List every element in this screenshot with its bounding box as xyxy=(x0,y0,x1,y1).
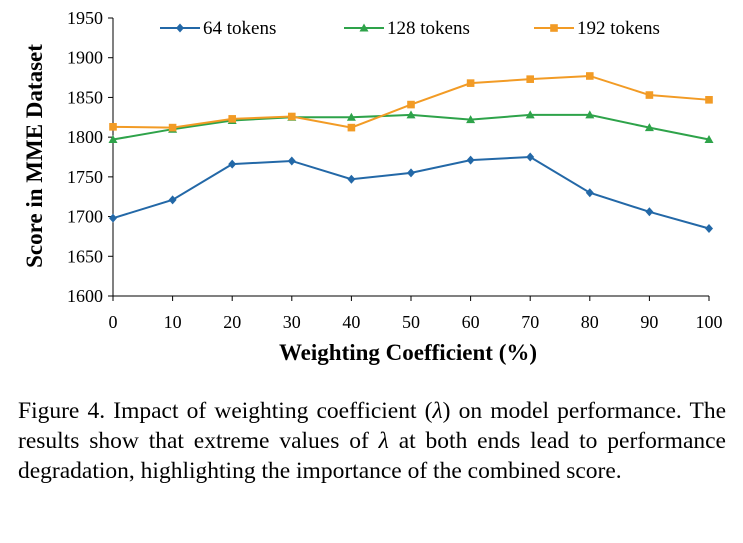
series-line-128-tokens xyxy=(112,113,710,141)
data-point-128-tokens xyxy=(346,112,356,121)
data-point-64-tokens xyxy=(287,156,296,166)
y-tick-label: 1600 xyxy=(67,286,103,306)
line-chart: 1600 1650 1700 1750 1800 1850 1900 1950 0 10 20 30… xyxy=(22,8,723,365)
caption-lambda-2: λ xyxy=(378,428,389,454)
series-192-tokens xyxy=(109,72,713,132)
y-tick-label: 1900 xyxy=(67,48,103,68)
legend-marker xyxy=(176,23,184,33)
x-tick-label: 80 xyxy=(581,312,599,332)
caption-lambda-1: λ xyxy=(432,398,443,424)
data-point-64-tokens xyxy=(526,152,535,162)
data-point-64-tokens xyxy=(705,223,713,233)
series-128-tokens xyxy=(108,110,714,144)
x-tick-label: 0 xyxy=(109,312,118,332)
series-layer xyxy=(108,72,714,233)
data-point-128-tokens xyxy=(108,135,118,144)
legend-label: 192 tokens xyxy=(577,18,660,39)
legend-marker xyxy=(550,24,558,32)
data-point-128-tokens xyxy=(525,110,535,119)
y-tick-label: 1700 xyxy=(67,207,103,227)
y-tick-label: 1800 xyxy=(67,127,103,147)
data-point-128-tokens xyxy=(704,135,714,144)
data-point-192-tokens xyxy=(526,75,534,83)
x-tick-label: 90 xyxy=(640,312,658,332)
caption-middle: ) on model performance. The results show… xyxy=(18,398,726,454)
data-point-64-tokens xyxy=(168,195,177,205)
legend-item-192-tokens: 192 tokens xyxy=(534,18,660,39)
data-point-64-tokens xyxy=(585,188,594,198)
data-point-64-tokens xyxy=(347,174,356,184)
x-tick-label: 60 xyxy=(462,312,480,332)
legend-item-128-tokens: 128 tokens xyxy=(344,18,470,39)
figure-caption: Figure 4. Impact of weighting coefficien… xyxy=(18,396,726,486)
y-tick-label: 1650 xyxy=(67,246,103,266)
series-line-64-tokens xyxy=(112,155,710,230)
data-point-192-tokens xyxy=(288,112,296,121)
legend-item-64-tokens: 64 tokens xyxy=(160,18,276,39)
data-point-128-tokens xyxy=(466,115,476,124)
x-tick-label: 40 xyxy=(342,312,360,332)
x-axis-ticks: 0 10 20 30 40 50 60 70 80 90 100 xyxy=(109,296,723,332)
data-point-192-tokens xyxy=(586,72,594,80)
data-point-192-tokens xyxy=(705,96,713,104)
y-tick-label: 1850 xyxy=(67,87,103,107)
caption-prefix: Figure 4. Impact of weighting coefficien… xyxy=(18,398,433,424)
data-point-64-tokens xyxy=(645,207,654,217)
data-point-192-tokens xyxy=(109,123,117,131)
y-tick-label: 1750 xyxy=(67,167,103,187)
y-axis-label: Score in MME Dataset xyxy=(22,44,47,268)
x-tick-label: 70 xyxy=(521,312,539,332)
data-point-64-tokens xyxy=(466,155,475,165)
legend-label: 128 tokens xyxy=(387,18,470,39)
x-tick-label: 50 xyxy=(402,312,420,332)
data-point-192-tokens xyxy=(347,123,356,132)
y-tick-label: 1950 xyxy=(67,8,103,28)
legend: 64 tokens 128 tokens 192 tokens xyxy=(160,18,660,39)
data-point-192-tokens xyxy=(645,91,654,99)
legend-marker xyxy=(359,23,369,32)
data-point-64-tokens xyxy=(109,213,117,223)
x-axis-label: Weighting Coefficient (%) xyxy=(279,340,537,365)
data-point-192-tokens xyxy=(228,115,236,123)
caption-suffix: at both ends lead to performance degrada… xyxy=(18,428,726,484)
y-axis-ticks: 1600 1650 1700 1750 1800 1850 1900 1950 xyxy=(67,8,113,306)
x-tick-label: 30 xyxy=(283,312,301,332)
data-point-64-tokens xyxy=(407,168,415,178)
data-point-192-tokens xyxy=(466,79,475,87)
x-tick-label: 100 xyxy=(696,312,723,332)
data-point-128-tokens xyxy=(585,110,595,119)
x-tick-label: 20 xyxy=(223,312,241,332)
data-point-192-tokens xyxy=(407,100,415,109)
data-point-192-tokens xyxy=(168,123,177,132)
x-tick-label: 10 xyxy=(164,312,182,332)
series-64-tokens xyxy=(109,152,713,233)
data-point-128-tokens xyxy=(644,123,654,132)
chart-axes xyxy=(112,18,709,297)
legend-label: 64 tokens xyxy=(203,18,276,39)
data-point-128-tokens xyxy=(406,110,416,119)
data-point-64-tokens xyxy=(228,159,237,169)
